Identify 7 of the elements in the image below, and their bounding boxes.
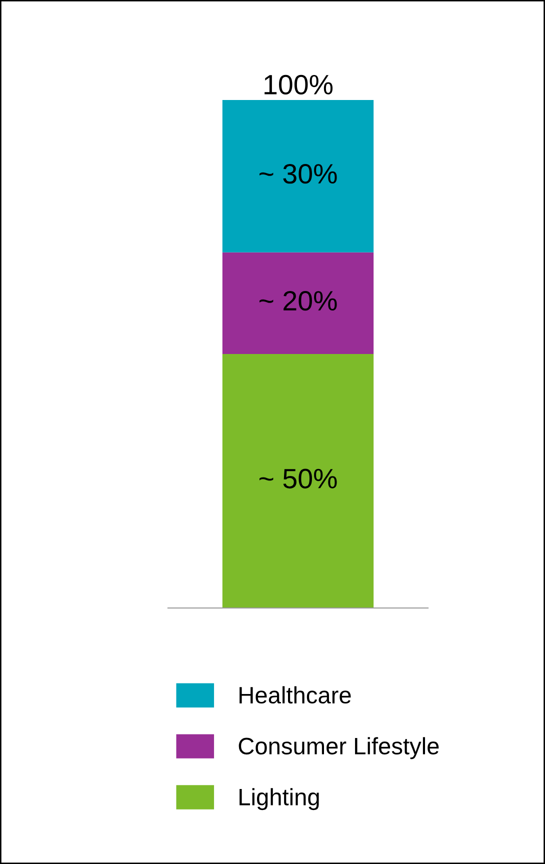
legend-label: Healthcare	[240, 686, 351, 704]
legend-label: Consumer Lifestyle	[238, 737, 439, 760]
data-label: ~ 50%	[259, 468, 337, 488]
legend-label: Lighting	[240, 788, 319, 810]
total-label: 100%	[264, 74, 333, 95]
data-label: ~ 20%	[259, 290, 337, 311]
data-label: ~ 30%	[259, 164, 337, 184]
